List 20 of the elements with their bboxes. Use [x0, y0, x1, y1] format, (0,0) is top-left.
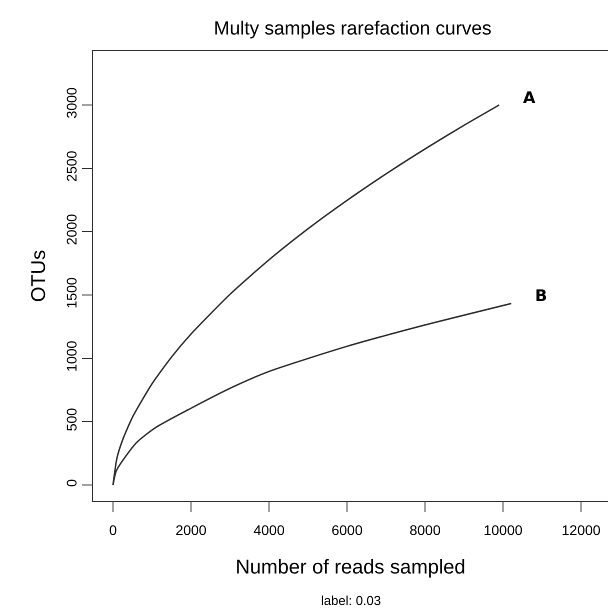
x-tick-label: 8000: [409, 522, 441, 538]
series-label: A: [523, 88, 536, 107]
x-tick-label: 6000: [331, 522, 363, 538]
text: label: 0.03: [321, 593, 381, 608]
y-tick-label: 2500: [63, 150, 80, 182]
x-tick-label: 4000: [253, 522, 285, 538]
x-axis-title: Number of reads sampled: [235, 556, 466, 578]
y-tick-label: 0: [63, 478, 80, 487]
y-tick-label: 1000: [63, 340, 80, 372]
y-axis-title: OTUs: [28, 250, 50, 302]
y-tick-label: 1500: [63, 277, 80, 308]
y-tick-label: 500: [63, 408, 80, 432]
y-tick-label: 3000: [63, 87, 80, 118]
x-tick-label: 10000: [484, 522, 523, 538]
chart-title: Multy samples rarefaction curves: [214, 18, 492, 40]
x-tick-label: 0: [109, 522, 118, 538]
series-label: B: [535, 286, 548, 305]
y-tick-label: 2000: [63, 214, 80, 246]
x-tick-label: 2000: [175, 522, 207, 538]
x-tick-label: 12000: [562, 522, 601, 538]
